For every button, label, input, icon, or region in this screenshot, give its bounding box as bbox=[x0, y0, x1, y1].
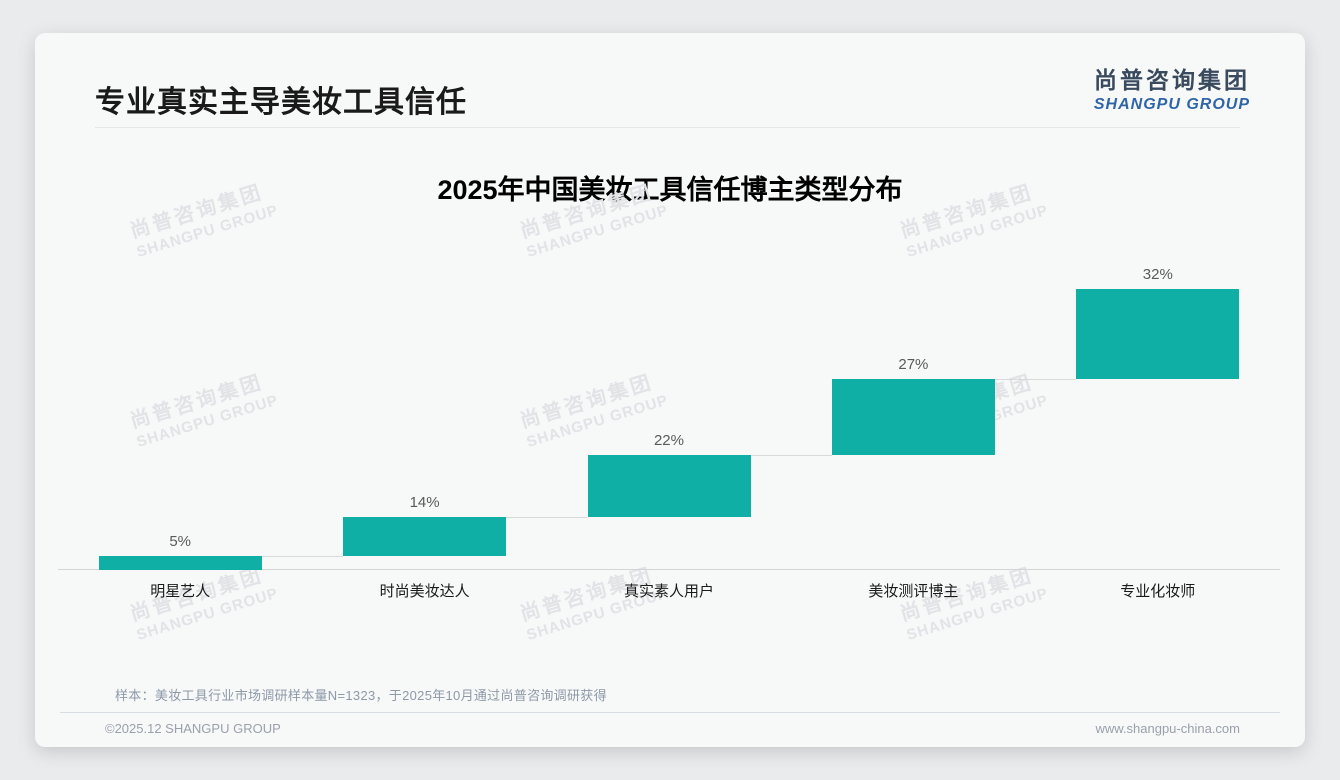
connector-line bbox=[506, 516, 588, 518]
category-label-row: 明星艺人 时尚美妆达人 真实素人用户 美妆测评博主 专业化妆师 bbox=[58, 580, 1280, 602]
page-title: 专业真实主导美妆工具信任 bbox=[95, 86, 467, 119]
waterfall-bar bbox=[1076, 289, 1240, 379]
category-label: 明星艺人 bbox=[150, 583, 211, 600]
logo-en-text: SHANGPU GROUP bbox=[1093, 96, 1250, 113]
sample-note: 样本：美妆工具行业市场调研样本量N=1323，于2025年10月通过尚普咨询调研… bbox=[115, 688, 607, 703]
category-label: 真实素人用户 bbox=[623, 583, 714, 600]
company-logo: 尚普咨询集团 SHANGPU GROUP bbox=[1094, 61, 1250, 114]
x-axis-line bbox=[58, 569, 1280, 570]
category-label: 美妆测评博主 bbox=[868, 583, 959, 600]
logo-cn-text: 尚普咨询集团 bbox=[1094, 67, 1250, 93]
bar-value-label: 27% bbox=[898, 355, 929, 373]
bar-value-label: 22% bbox=[653, 431, 684, 449]
category-label: 专业化妆师 bbox=[1120, 583, 1196, 600]
header-divider bbox=[95, 127, 1240, 128]
footer-copyright: ©2025.12 SHANGPU GROUP bbox=[105, 721, 281, 736]
bar-value-label: 5% bbox=[169, 532, 192, 550]
footer-website: www.shangpu-china.com bbox=[1095, 721, 1240, 736]
waterfall-chart: 5% 14% 22% 27% 32% bbox=[58, 263, 1280, 570]
connector-line bbox=[261, 555, 344, 557]
footer-divider bbox=[60, 712, 1280, 713]
waterfall-bar bbox=[98, 555, 262, 570]
waterfall-bar bbox=[343, 516, 507, 556]
bar-value-label: 14% bbox=[409, 493, 440, 511]
category-label: 时尚美妆达人 bbox=[379, 583, 470, 600]
chart-title: 2025年中国美妆工具信任博主类型分布 bbox=[437, 175, 903, 205]
bar-value-label: 32% bbox=[1142, 266, 1173, 283]
waterfall-bar bbox=[831, 378, 995, 455]
slide-card: 尚普咨询集团 SHANGPU GROUP 尚普咨询集团 SHANGPU GROUP 尚普… bbox=[35, 33, 1305, 747]
waterfall-bar bbox=[587, 454, 751, 517]
connector-line bbox=[994, 378, 1077, 380]
connector-line bbox=[750, 454, 832, 456]
